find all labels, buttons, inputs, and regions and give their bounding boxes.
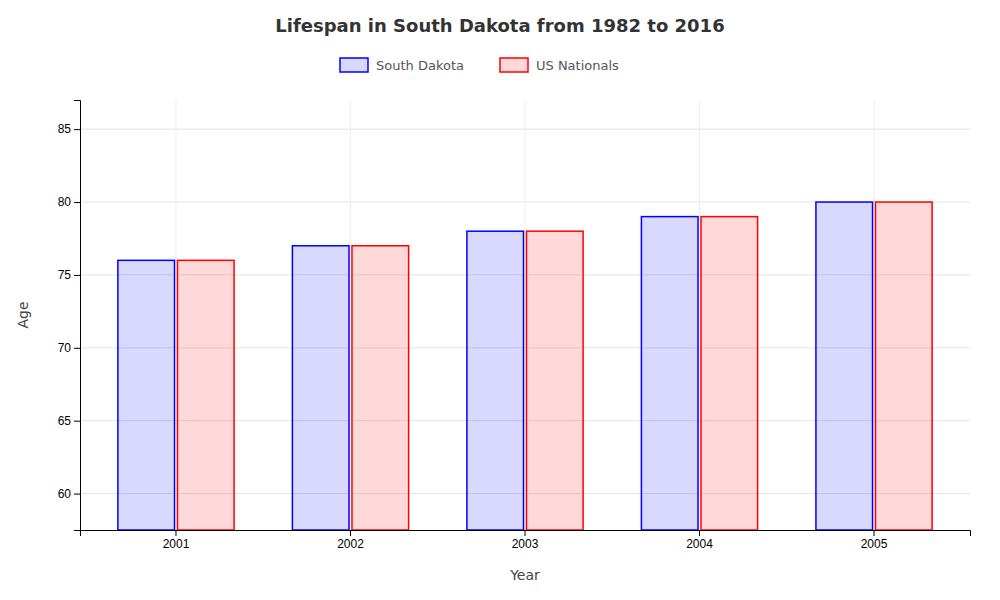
bar xyxy=(177,260,234,530)
bar xyxy=(816,202,873,530)
plot: 2001 2002 2003 2004 2005 60 65 70 75 80 85 xyxy=(58,100,971,551)
bar xyxy=(352,246,409,530)
tick: 60 xyxy=(58,487,80,501)
tick-mark xyxy=(350,530,351,536)
tick-label: 2005 xyxy=(861,537,888,551)
bars xyxy=(118,202,932,530)
grid xyxy=(80,100,970,530)
legend-swatch xyxy=(340,58,368,72)
bar xyxy=(118,260,175,530)
legend: South Dakota US Nationals xyxy=(340,58,619,73)
tick: 80 xyxy=(58,195,80,209)
grid-line xyxy=(525,100,526,530)
bar xyxy=(292,246,349,530)
legend-label: South Dakota xyxy=(376,58,464,73)
chart: 2001 2002 2003 2004 2005 60 65 70 75 80 85 Lifespan… xyxy=(0,0,1000,600)
tick: 65 xyxy=(58,414,80,428)
bar xyxy=(641,217,698,530)
series xyxy=(177,202,932,530)
series xyxy=(118,202,873,530)
legend-label: US Nationals xyxy=(536,58,619,73)
tick-label: 2004 xyxy=(686,537,713,551)
tick-label: 2003 xyxy=(512,537,539,551)
legend-item: US Nationals xyxy=(500,58,619,73)
legend-item: South Dakota xyxy=(340,58,464,73)
tick-mark xyxy=(74,202,80,203)
tick: 70 xyxy=(58,341,80,355)
tick-mark xyxy=(74,494,80,495)
grid-line xyxy=(350,100,351,530)
tick-label: 80 xyxy=(58,195,72,209)
tick: 2003 xyxy=(512,530,539,551)
tick: 85 xyxy=(58,122,80,136)
bar xyxy=(701,217,758,530)
tick-mark xyxy=(699,530,700,536)
tick-label: 2002 xyxy=(337,537,364,551)
bar xyxy=(526,231,583,530)
tick: 2001 xyxy=(163,530,190,551)
tick-label: 75 xyxy=(58,268,72,282)
x-axis: 2001 2002 2003 2004 2005 xyxy=(81,530,971,551)
tick: 75 xyxy=(58,268,80,282)
tick-mark xyxy=(874,530,875,536)
tick: 2005 xyxy=(861,530,888,551)
tick-label: 85 xyxy=(58,122,72,136)
y-axis-title: Age xyxy=(15,301,31,328)
y-axis: 60 65 70 75 80 85 xyxy=(58,101,81,531)
tick-mark xyxy=(175,530,176,536)
tick-mark xyxy=(525,530,526,536)
tick-label: 70 xyxy=(58,341,72,355)
tick-mark xyxy=(74,421,80,422)
axis-line xyxy=(74,101,81,531)
grid-line xyxy=(175,100,176,530)
grid-line xyxy=(699,100,700,530)
title: Lifespan in South Dakota from 1982 to 20… xyxy=(275,15,724,36)
x-axis-title: Year xyxy=(509,567,540,583)
grid-line xyxy=(874,100,875,530)
bar xyxy=(467,231,524,530)
tick-label: 60 xyxy=(58,487,72,501)
tick-label: 65 xyxy=(58,414,72,428)
tick-mark xyxy=(74,275,80,276)
legend-swatch xyxy=(500,58,528,72)
tick-label: 2001 xyxy=(163,537,190,551)
bar xyxy=(876,202,933,530)
tick-mark xyxy=(74,129,80,130)
tick: 2004 xyxy=(686,530,713,551)
tick: 2002 xyxy=(337,530,364,551)
tick-mark xyxy=(74,348,80,349)
axis-line xyxy=(81,531,971,537)
